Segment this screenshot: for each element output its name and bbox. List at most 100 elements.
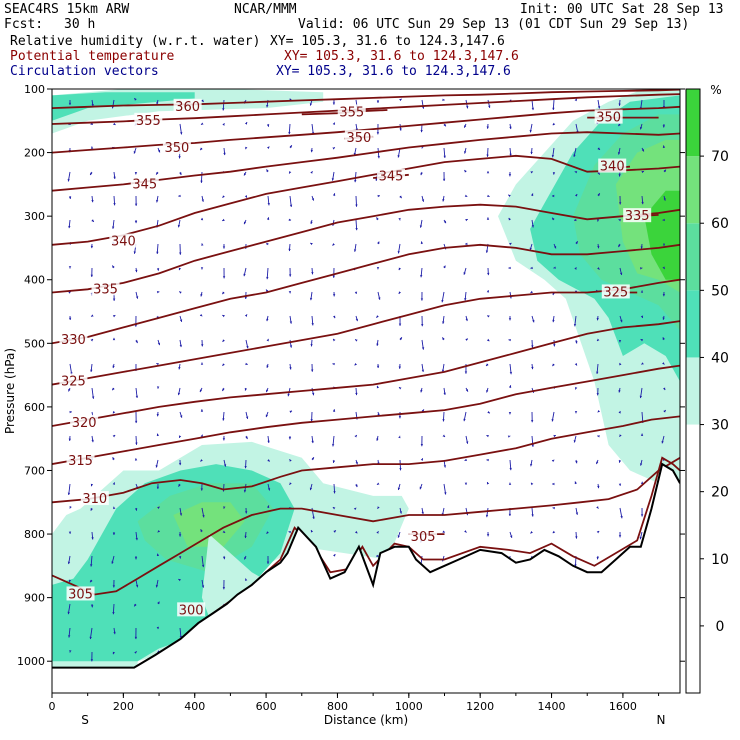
- vector-head: [68, 317, 72, 321]
- vector-head: [575, 386, 578, 390]
- vector-head: [530, 531, 533, 534]
- vector-head: [245, 436, 248, 439]
- north-label: N: [657, 713, 666, 727]
- vector-head: [355, 204, 358, 207]
- vector-head: [68, 438, 72, 441]
- vector-head: [464, 125, 467, 128]
- isentrope-label: 345: [132, 177, 157, 192]
- vector-head: [90, 146, 94, 149]
- field-xy-theta: XY= 105.3, 31.6 to 124.3,147.6: [284, 49, 519, 64]
- vector-head: [486, 126, 489, 129]
- vector-head: [397, 487, 401, 490]
- vector-head: [553, 266, 556, 269]
- vector-head: [531, 193, 534, 196]
- colorbar: 70 60 50 40 30 20 10 0: [685, 88, 729, 694]
- vector-head: [267, 488, 271, 491]
- isentrope-label-bg: [601, 284, 630, 299]
- vector-head: [67, 561, 71, 565]
- vector-head: [376, 482, 380, 485]
- vector-head: [553, 344, 556, 347]
- vector-head: [135, 395, 139, 399]
- isentrope-360: [52, 89, 680, 109]
- vector-head: [289, 345, 293, 348]
- y-tick-label: 1000: [17, 655, 45, 668]
- vector-head: [355, 227, 358, 231]
- vector-head: [332, 122, 335, 126]
- vector-head: [552, 530, 556, 534]
- vector-head: [464, 170, 467, 173]
- vector-head: [179, 172, 182, 175]
- isentrope-label-bg: [130, 176, 159, 191]
- vector-head: [200, 362, 204, 365]
- isentrope-320: [52, 320, 680, 427]
- vector-head: [288, 248, 291, 252]
- vector-head: [508, 194, 511, 198]
- vector-head: [509, 126, 512, 130]
- vector-head: [112, 651, 116, 655]
- vector-head: [419, 225, 423, 228]
- isentrope-345: [52, 131, 680, 192]
- isentrope-label-bg: [337, 104, 366, 119]
- vector-head: [287, 393, 290, 397]
- vector-head: [443, 265, 446, 269]
- vector-head: [310, 171, 313, 174]
- vector-head: [596, 531, 600, 534]
- vector-head: [420, 443, 424, 447]
- vector-head: [353, 249, 357, 252]
- vector-head: [112, 365, 115, 369]
- vector-head: [178, 367, 181, 370]
- vector-head: [463, 272, 466, 275]
- isentrope-label: 305: [411, 530, 436, 545]
- vector-head: [244, 173, 247, 176]
- vector-head: [399, 337, 402, 340]
- vector-head: [90, 579, 93, 583]
- vector-head: [488, 105, 491, 108]
- isentrope-label-bg: [598, 158, 627, 173]
- vector-head: [663, 410, 666, 413]
- vector-head: [532, 319, 535, 323]
- axes: 0 200 400 600 800 1000 1200 1400 1600 100 200 300 40…: [17, 83, 685, 713]
- vector-head: [597, 338, 600, 341]
- vector-head: [332, 147, 335, 150]
- isentrope-label-bg: [177, 602, 206, 617]
- vector-head: [508, 217, 511, 221]
- vector-head: [156, 268, 160, 271]
- vector-head: [90, 245, 94, 249]
- vector-head: [597, 267, 600, 270]
- vector-head: [266, 217, 270, 220]
- vector-head: [68, 225, 71, 229]
- vector-head: [641, 148, 644, 152]
- vector-head: [91, 103, 94, 107]
- isentrope-label: 355: [339, 106, 364, 121]
- vector-head: [112, 265, 115, 268]
- vector-head: [662, 362, 665, 365]
- vector-head: [552, 194, 555, 198]
- vector-head: [443, 123, 446, 127]
- vector-head: [111, 226, 115, 229]
- vector-head: [355, 339, 358, 342]
- vector-head: [552, 319, 555, 323]
- vector-head: [223, 464, 227, 467]
- vector-head: [134, 203, 138, 206]
- vector-head: [156, 172, 159, 175]
- vector-head: [377, 506, 380, 509]
- vector-head: [355, 318, 359, 322]
- vector-head: [155, 585, 159, 588]
- vector-head: [398, 217, 401, 221]
- vector-head: [244, 388, 247, 391]
- vector-head: [662, 317, 665, 320]
- vector-head: [222, 438, 226, 441]
- vector-head: [354, 362, 357, 366]
- vector-head: [508, 385, 512, 388]
- vector-head: [179, 319, 183, 322]
- colorbar-tick-label: 60: [711, 216, 729, 232]
- vector-head: [309, 297, 313, 301]
- vector-head: [397, 155, 400, 158]
- vector-head: [289, 321, 293, 324]
- field-name-theta: Potential temperature: [10, 49, 175, 64]
- vector-head: [266, 276, 269, 280]
- vector-head: [618, 340, 622, 343]
- vector-head: [376, 343, 379, 346]
- vector-head: [289, 367, 292, 370]
- vector-head: [69, 410, 72, 414]
